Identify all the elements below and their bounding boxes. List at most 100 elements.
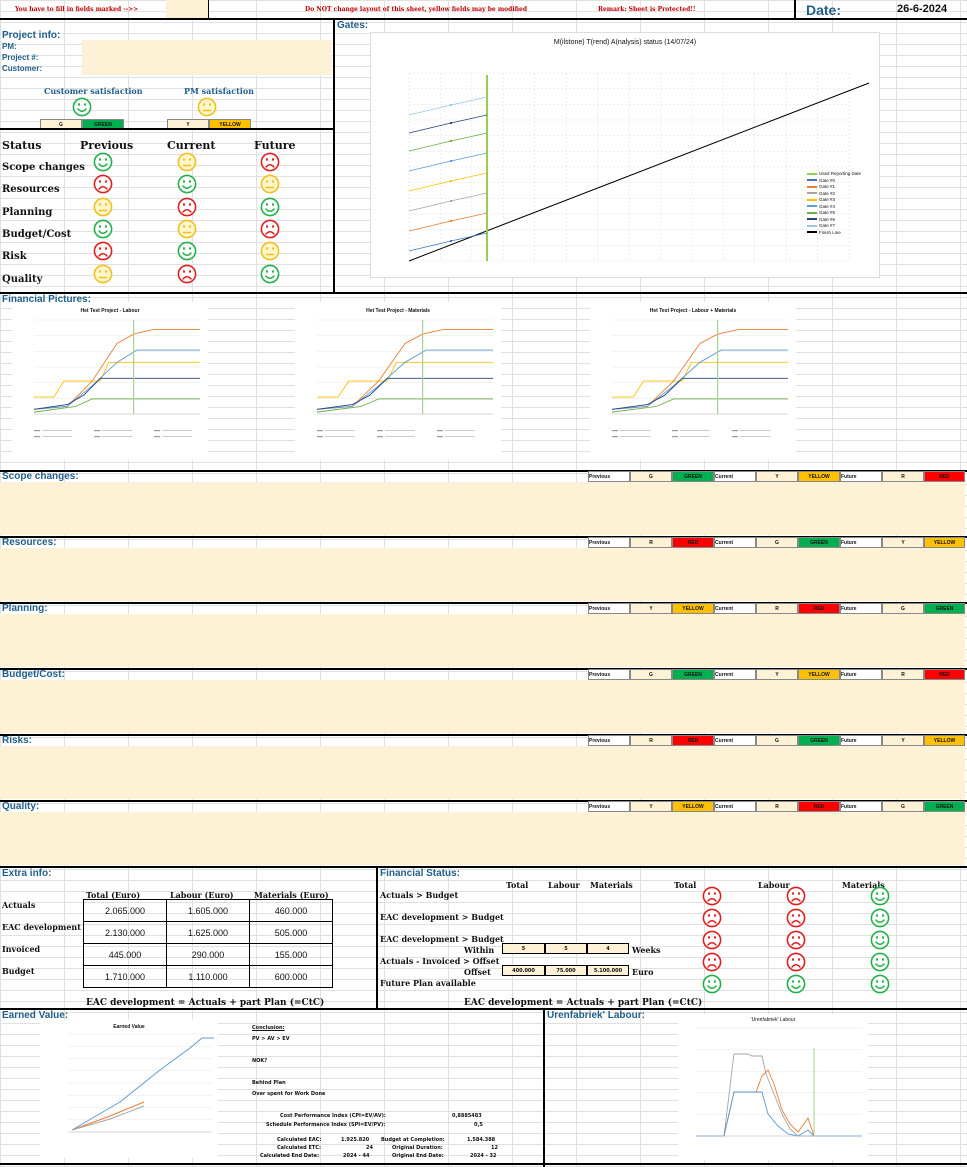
red-face-icon (702, 952, 722, 972)
yellow-face-icon (177, 219, 197, 239)
labour-materials-chart-title: Het Test Project - Labour + Materials (649, 308, 737, 314)
section-title: Risks: (2, 735, 33, 746)
green-face-icon (93, 219, 113, 239)
red-face-icon (702, 886, 722, 906)
status-cell: YELLOW (672, 603, 714, 614)
section-title: Resources: (2, 537, 57, 548)
status-cell[interactable]: Y (756, 471, 798, 482)
within-materials[interactable]: 4 (587, 943, 629, 954)
section-notes-input[interactable] (0, 746, 965, 799)
red-face-icon (177, 264, 197, 283)
status-cell[interactable]: Y (756, 669, 798, 680)
conclusion-line3: Behind Plan (252, 1080, 286, 1086)
status-cell[interactable]: Y (882, 735, 924, 746)
status-cell: Current (714, 801, 756, 812)
col-materials-euro: Materials (Euro) (254, 890, 329, 900)
section-title: Budget/Cost: (2, 669, 65, 680)
status-cell[interactable]: G (882, 801, 924, 812)
fill-marker[interactable] (166, 0, 208, 18)
green-face-icon (870, 930, 890, 950)
green-face-icon (870, 974, 890, 994)
offset-materials[interactable]: 5.100.000 (587, 965, 629, 976)
status-cell: Previous (588, 603, 630, 614)
green-face-icon (870, 908, 890, 928)
conclusion-line1: PV > AV > EV (252, 1036, 290, 1042)
customer-label: Customer: (2, 64, 43, 73)
date-value[interactable]: 26-6-2024 (897, 3, 948, 15)
status-cell[interactable]: G (756, 537, 798, 548)
red-face-icon (786, 886, 806, 906)
red-face-icon (786, 930, 806, 950)
legend-entry: Used Reporting Date (807, 171, 861, 178)
section-title: Scope changes: (2, 471, 79, 482)
section-notes-input[interactable] (0, 482, 965, 535)
offset-labour[interactable]: 75.000 (545, 965, 587, 976)
etc-value: 24 (366, 1145, 373, 1151)
table-row: 1.710.000 1.110.000 600.000 (83, 965, 333, 988)
fs-col-labour: Labour (548, 880, 580, 890)
status-cell: YELLOW (924, 537, 965, 548)
section-notes-input[interactable] (0, 680, 965, 733)
status-row-label: Resources (2, 184, 60, 196)
legend-entry: Gate #4 (807, 204, 861, 211)
pm-label: PM: (2, 42, 17, 51)
pm-satisfaction-face-icon (197, 97, 217, 117)
green-face-icon (177, 241, 197, 261)
offset-total[interactable]: 400.000 (502, 965, 545, 976)
status-cell[interactable]: R (882, 471, 924, 482)
fill-note: You have to fill in fields marked -->> (15, 6, 139, 13)
status-cell[interactable]: Y (630, 603, 672, 614)
extra-info-table: 2.065.000 1.605.000 460.000 2.130.000 1.625.… (83, 899, 333, 988)
red-face-icon (93, 174, 113, 194)
status-cell[interactable]: G (630, 471, 672, 482)
status-cell[interactable]: R (756, 801, 798, 812)
status-cell: YELLOW (672, 801, 714, 812)
green-face-icon (786, 974, 806, 994)
financial-status-footnote: EAC development = Actuals + part Plan (=… (464, 998, 703, 1008)
status-cell[interactable]: G (882, 603, 924, 614)
extra-info-footnote: EAC development = Actuals + part Plan (=… (86, 998, 325, 1008)
legend-entry: Gate #2 (807, 191, 861, 198)
original-duration-value: 12 (491, 1145, 498, 1151)
status-cell[interactable]: R (882, 669, 924, 680)
status-cell[interactable]: R (630, 537, 672, 548)
status-cell: Previous (588, 669, 630, 680)
green-face-icon (260, 197, 280, 216)
green-face-icon (93, 152, 113, 172)
labour-chart: Het Test Project - Labour (12, 302, 208, 460)
project-info-input[interactable] (82, 40, 332, 75)
yellow-face-icon (93, 197, 113, 216)
urenfabriek-title: Urenfabriek' Labour: (547, 1010, 645, 1021)
table-row: 2.130.000 1.625.000 505.000 (83, 921, 333, 944)
section-notes-input[interactable] (0, 812, 965, 865)
status-cell[interactable]: Y (630, 801, 672, 812)
status-cell: RED (672, 537, 714, 548)
status-cell: GREEN (672, 669, 714, 680)
within-labour[interactable]: 5 (545, 943, 587, 954)
extra-row-label: Budget (2, 966, 35, 976)
status-cell[interactable]: Y (882, 537, 924, 548)
extra-cell-labour: 1.625.000 (166, 921, 250, 944)
extra-cell-total: 445.000 (83, 943, 167, 966)
col-labour-euro: Labour (Euro) (170, 890, 234, 900)
status-cell: Future (840, 669, 882, 680)
within-total[interactable]: 5 (502, 943, 545, 954)
extra-cell-materials: 155.000 (249, 943, 333, 966)
future-label: Future (254, 139, 296, 152)
status-cell[interactable]: G (756, 735, 798, 746)
section-title: Quality: (2, 801, 40, 812)
status-cell[interactable]: R (756, 603, 798, 614)
section-notes-input[interactable] (0, 548, 965, 601)
status-cell: Current (714, 603, 756, 614)
legend-entry: Gate #6 (807, 217, 861, 224)
extra-cell-total: 2.130.000 (83, 921, 167, 944)
status-cell[interactable]: G (630, 669, 672, 680)
extra-cell-total: 2.065.000 (83, 899, 167, 922)
status-cell[interactable]: R (630, 735, 672, 746)
conclusion-label: Conclusion: (252, 1025, 285, 1031)
status-row-label: Risk (2, 251, 27, 263)
extra-cell-labour: 1.110.000 (166, 965, 250, 988)
section-notes-input[interactable] (0, 614, 965, 667)
original-end-label: Original End Date: (392, 1153, 444, 1159)
status-cell: YELLOW (798, 471, 840, 482)
